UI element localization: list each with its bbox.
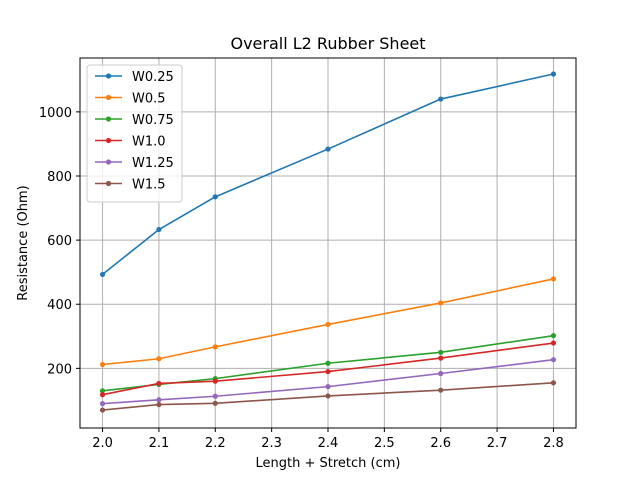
legend-marker-swatch [105,137,112,144]
y-tick-label: 200 [47,362,72,377]
legend-box [86,64,183,203]
data-point [212,378,218,384]
data-point [325,393,331,399]
x-tick-label: 2.3 [261,436,282,451]
data-point [212,344,218,350]
data-point [550,333,557,339]
data-point [156,401,162,408]
data-point [212,400,218,406]
legend-label: W1.0 [132,135,166,150]
x-tick-label: 2.2 [205,436,226,451]
data-point [325,146,331,152]
series-W0.5 [99,276,557,368]
data-point [99,407,106,413]
y-tick-label: 600 [47,234,72,249]
legend-entry: W0.25 [95,70,174,85]
series-line [102,73,554,276]
series-W1.25 [99,357,557,407]
data-point [99,361,106,368]
x-tick-label: 2.5 [374,436,395,451]
data-point [99,392,106,398]
data-point [156,397,162,403]
legend-label: W0.5 [132,92,166,107]
data-point [212,194,218,200]
x-tick-label: 2.8 [543,436,564,451]
x-tick-label: 2.6 [430,436,451,451]
data-point [438,370,444,377]
data-point [156,226,162,233]
y-tick-label: 400 [47,298,72,313]
series-W1.0 [99,340,557,398]
series-line [102,278,554,366]
data-point [438,300,444,306]
data-point [156,380,162,387]
data-point [212,393,218,399]
data-point [325,321,331,328]
series-line [102,381,554,411]
x-tick-label: 2.0 [92,436,113,451]
data-point [438,355,444,361]
data-point [550,357,557,363]
series-line [102,342,554,396]
legend-entry: W0.75 [95,113,174,128]
legend-marker-swatch [105,73,112,79]
data-series [99,71,557,413]
data-point [99,388,106,394]
legend-marker-swatch [105,180,112,187]
data-point [438,387,444,393]
data-point [550,340,557,346]
legend-marker-swatch [105,116,112,122]
data-point [550,380,557,386]
legend-label: W0.25 [132,70,174,85]
x-tick-label: 2.4 [318,436,339,451]
x-axis-label: Length + Stretch (cm) [256,456,401,471]
y-tick-label: 800 [47,170,72,185]
legend-label: W0.75 [132,113,174,128]
axes: 2.0 2.1 2.2 2.3 2.4 2.5 2.6 2.7 2.8 200 400 600 800 1… [39,106,564,451]
series-W0.25 [99,71,557,278]
data-point [325,360,331,366]
data-point [325,384,331,390]
legend-label: W1.5 [132,178,166,193]
data-point [325,368,331,375]
legend-label: W1.25 [132,156,174,171]
data-point [550,276,557,282]
data-point [99,271,106,278]
legend-marker-swatch [105,159,112,165]
legend-entry: W1.5 [95,178,166,193]
data-point [156,356,162,362]
data-point [438,96,444,102]
grid-lines [80,58,576,428]
y-axis-label: Resistance (Ohm) [16,185,31,300]
data-point [438,349,444,355]
legend-entry: W1.0 [95,135,166,150]
chart-title: Overall L2 Rubber Sheet [230,34,425,53]
data-point [550,71,557,77]
legend: W0.25 W0.5 W0.75 W1.0 W1.25 W1.5 [86,64,183,203]
legend-marker-swatch [105,94,112,101]
series-line [102,358,554,405]
legend-entry: W0.5 [95,92,166,107]
x-tick-label: 2.7 [487,436,508,451]
x-tick-label: 2.1 [149,436,170,451]
legend-entry: W1.25 [95,156,174,171]
series-W1.5 [99,380,557,413]
data-point [99,401,106,407]
y-tick-label: 1000 [39,106,72,121]
